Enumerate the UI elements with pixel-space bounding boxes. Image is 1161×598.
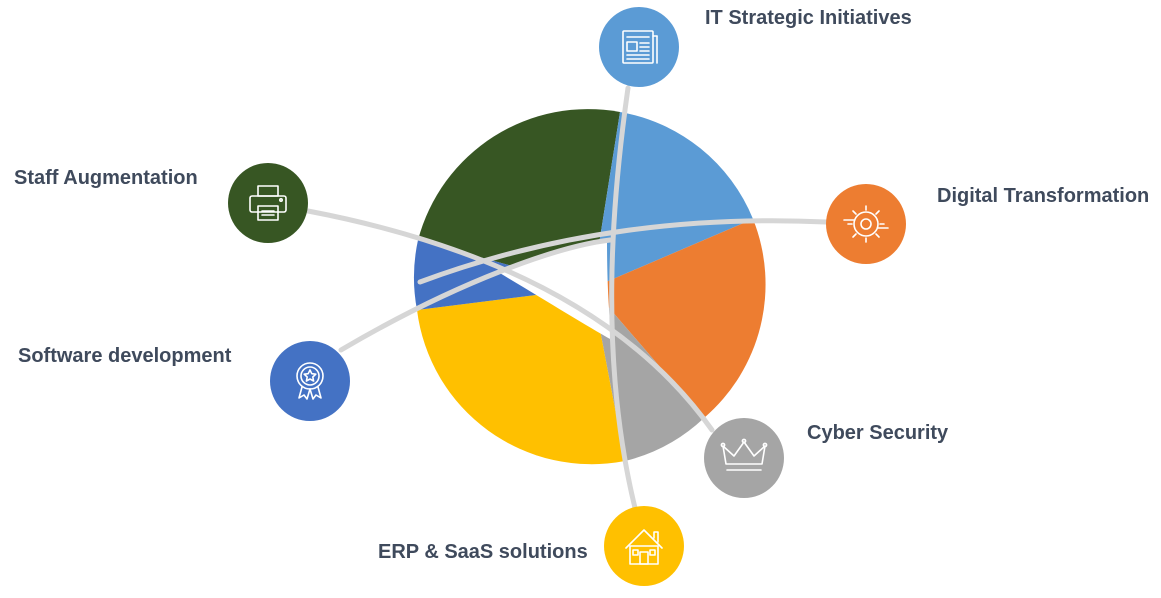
award-badge-icon — [296, 362, 324, 400]
node-cyber-security[interactable] — [704, 418, 784, 498]
newspaper-icon — [622, 30, 658, 64]
label-digital-transformation: Digital Transformation — [937, 185, 1149, 207]
printer-icon — [249, 185, 287, 221]
node-staff-augmentation[interactable] — [228, 163, 308, 243]
label-erp-saas-solutions: ERP & SaaS solutions — [378, 541, 588, 563]
pie-slice-digital-transformation — [592, 219, 766, 418]
node-circle — [826, 184, 906, 264]
connector-digital-transformation — [417, 218, 829, 285]
node-erp-saas-solutions[interactable] — [604, 506, 684, 586]
connector-software-development — [338, 237, 613, 353]
connector-it-strategic — [609, 85, 639, 515]
node-circle — [228, 163, 308, 243]
connector-staff-augmentation — [305, 208, 715, 433]
label-cyber-security: Cyber Security — [807, 422, 949, 444]
node-circle — [704, 418, 784, 498]
pie-slice-erp-saas — [417, 288, 625, 465]
label-software-development: Software development — [18, 345, 232, 367]
label-staff-augmentation: Staff Augmentation — [14, 167, 198, 189]
node-circle — [599, 7, 679, 87]
node-circle — [270, 341, 350, 421]
label-it-strategic-initiatives: IT Strategic Initiatives — [705, 7, 912, 29]
pie-slice-it-strategic-initiatives — [592, 112, 753, 288]
pie-center-hub — [498, 240, 612, 340]
house-icon — [625, 529, 663, 565]
crown-icon — [720, 438, 768, 471]
node-software-development[interactable] — [270, 341, 350, 421]
pie-slice-staff-augmentation — [418, 109, 620, 288]
gear-icon — [843, 205, 889, 243]
node-digital-transformation[interactable] — [826, 184, 906, 264]
connector-lines — [305, 85, 829, 515]
node-it-strategic-initiatives[interactable] — [599, 7, 679, 87]
